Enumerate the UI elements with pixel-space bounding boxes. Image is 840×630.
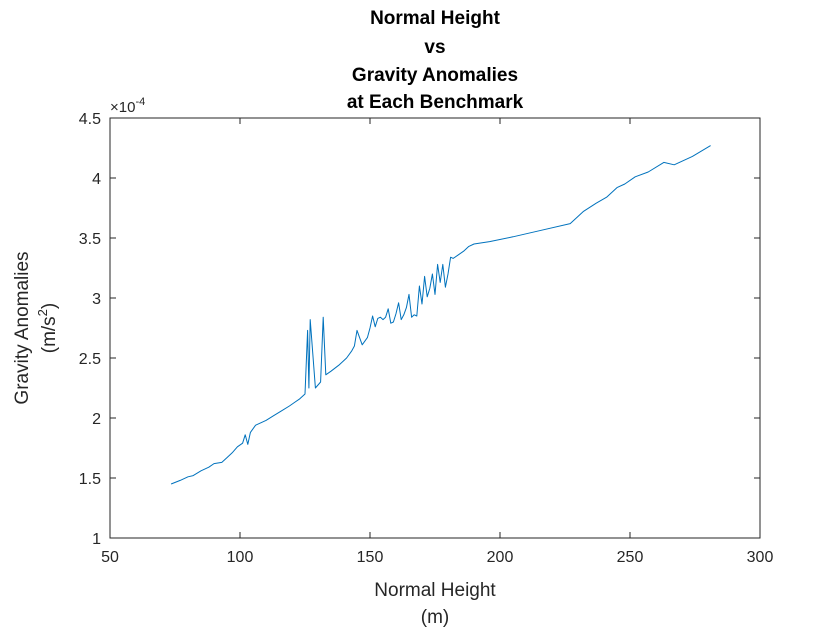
x-tick-label-2: 150 <box>357 549 384 566</box>
y-exponent-label: ×10-4 <box>110 96 145 116</box>
y-unit-base: (m/s <box>39 316 60 353</box>
series-line-0 <box>170 145 711 485</box>
x-tick-label-0: 50 <box>101 549 119 566</box>
ticks-layer: 50 100 150 200 250 300 1 1.5 2 2.5 3 3.5 4 4.5 <box>79 111 774 566</box>
x-tick-label-1: 100 <box>227 549 254 566</box>
plot-area <box>110 118 760 538</box>
y-axis-label-line-1: Gravity Anomalies <box>12 251 33 404</box>
y-tick-label-0: 1 <box>92 531 101 548</box>
axes-box <box>109 117 761 539</box>
y-axis-label-line-2: (m/s2) <box>35 303 60 354</box>
chart-title-line-4: at Each Benchmark <box>346 92 524 113</box>
chart-title-line-3: Gravity Anomalies <box>351 65 519 86</box>
chart-title-line-1: Normal Height <box>370 8 500 29</box>
x-tick-label-4: 250 <box>617 549 644 566</box>
x-axis-label-line-2: (m) <box>421 607 449 628</box>
y-tick-label-2: 2 <box>92 411 101 428</box>
exponent-base: ×10 <box>110 99 135 116</box>
y-tick-label-1: 1.5 <box>79 471 101 488</box>
y-tick-label-7: 4.5 <box>79 111 101 128</box>
chart-title-line-2: vs <box>424 37 446 58</box>
axes-layer <box>109 117 761 539</box>
y-axis-unit: (m/s2) <box>35 303 60 354</box>
x-tick-label-3: 200 <box>487 549 514 566</box>
y-tick-label-5: 3.5 <box>79 231 101 248</box>
x-axis-label-line-1: Normal Height <box>374 580 496 601</box>
y-tick-label-6: 4 <box>92 171 101 188</box>
y-tick-label-3: 2.5 <box>79 351 101 368</box>
y-tick-label-4: 3 <box>92 291 101 308</box>
data-layer <box>170 145 711 485</box>
y-axis-label: Gravity Anomalies <box>12 251 33 404</box>
y-unit-power: 2 <box>35 309 50 316</box>
exponent-power: -4 <box>135 96 145 108</box>
x-tick-label-5: 300 <box>747 549 774 566</box>
y-unit-close: ) <box>39 303 60 309</box>
